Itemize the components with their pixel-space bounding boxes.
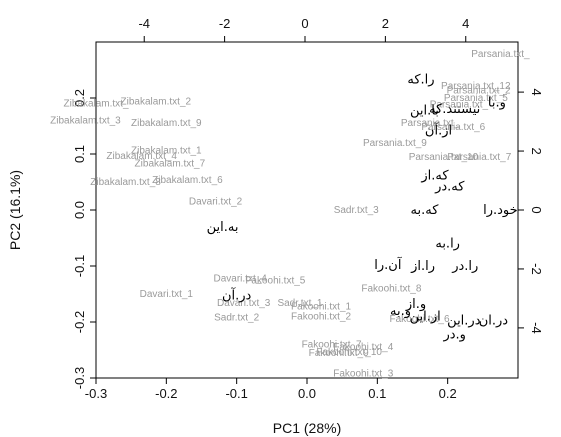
observation-label: Fakoohi.txt_9	[309, 348, 369, 359]
variable-label: را.به	[435, 237, 460, 252]
top-tick-label: 2	[382, 16, 389, 31]
variable-label: در.این	[447, 313, 481, 328]
x-tick-label: 0.2	[439, 386, 457, 401]
y-tick-label: -0.2	[72, 311, 87, 333]
observation-label: Fakoohi.txt_10	[316, 347, 382, 358]
observation-label: Zibakalam.txt_	[63, 99, 128, 110]
variable-label: از.این	[410, 309, 441, 324]
observation-label: Zibakalam.txt_2	[120, 96, 191, 107]
observation-label: Parsania.txt_	[430, 100, 489, 111]
variable-label: نیستند.که	[429, 102, 480, 117]
variable-label: که.در	[434, 179, 465, 194]
variable-label: و.به	[390, 304, 411, 319]
y-tick-label: 0.2	[72, 89, 87, 107]
variable-label: به.این	[207, 220, 239, 235]
observation-label: Davari.txt_4	[214, 273, 268, 284]
variable-label: در.ان	[479, 313, 509, 328]
observation-label: Parsania.txt_12	[441, 81, 511, 92]
observation-label: Fakoohi.txt_7	[302, 339, 362, 350]
variable-label: را.که	[407, 73, 434, 88]
x-tick-label: 0.0	[298, 386, 316, 401]
variable-label: را.از	[410, 259, 435, 274]
variable-label: و.در	[442, 327, 465, 342]
observation-label: Davari.txt_2	[189, 197, 243, 208]
observation-label: Zibakalam.txt_9	[131, 118, 202, 129]
right-tick-label: -4	[529, 322, 544, 334]
observation-label: Zibakalam.txt_4	[106, 151, 177, 162]
variable-label: که.از	[420, 168, 449, 183]
bottom-axis: -0.3 -0.2 -0.1 0.0 0.1 0.2	[85, 378, 457, 401]
y-tick-label: -0.3	[72, 367, 87, 389]
observation-label: Fakoohi.txt_3	[333, 369, 393, 380]
observation-label: Parsania.txt_2	[447, 86, 511, 97]
observation-label: Fakoohi.txt_4	[333, 342, 393, 353]
right-axis: -4 -2 0 2 4	[518, 88, 544, 334]
x-axis-title: PC1 (28%)	[273, 420, 341, 436]
top-axis: -4 -2 0 2 4	[138, 16, 469, 42]
left-axis: -0.3 -0.2 -0.1 0.0 0.1 0.2	[72, 89, 96, 389]
observation-label: Sadr.txt_1	[277, 298, 322, 309]
variable-label: را.در	[451, 259, 478, 274]
observation-label: Zibakalam.txt_1	[131, 146, 202, 157]
y-axis-title: PC2 (16.1%)	[7, 170, 23, 250]
observation-label: Fakoohi.txt_5	[245, 276, 305, 287]
observation-label: Parsania.txt_10	[409, 152, 479, 163]
x-tick-label: -0.3	[85, 386, 107, 401]
x-tick-label: -0.2	[155, 386, 177, 401]
variable-label: آن.را	[374, 256, 403, 273]
right-tick-label: 2	[529, 147, 544, 154]
observation-label: Fakoohi.txt_6	[390, 314, 450, 325]
variable-label: از.آن	[425, 121, 452, 138]
observation-label: Parsania.txt_	[471, 49, 530, 60]
observation-labels: Parsania.txt_Parsania.txt_12Parsania.txt…	[50, 49, 530, 380]
top-tick-label: -2	[219, 16, 231, 31]
observation-label: Zibakalam.txt_3	[50, 115, 121, 126]
x-tick-label: -0.1	[225, 386, 247, 401]
y-tick-label: 0.0	[72, 201, 87, 219]
top-tick-label: 4	[462, 16, 469, 31]
variable-label: در.آن	[222, 287, 252, 304]
observation-label: Davari.txt_3	[217, 298, 271, 309]
variable-label: که.به	[411, 203, 440, 218]
variable-label: خود.را	[483, 203, 518, 218]
observation-label: Parsania.txt_9	[363, 138, 427, 149]
observation-label: Sadr.txt_2	[214, 313, 259, 324]
observation-label: Davari.txt_1	[140, 289, 194, 300]
observation-label: Zibakalam.txt_6	[152, 175, 223, 186]
right-tick-label: 4	[529, 88, 544, 95]
top-tick-label: -4	[138, 16, 150, 31]
observation-label: Fakoohi.txt_8	[361, 283, 421, 294]
right-tick-label: 0	[529, 206, 544, 213]
top-tick-label: 0	[301, 16, 308, 31]
observation-label: Sadr.txt_3	[334, 205, 379, 216]
variable-label: با.این	[410, 103, 439, 118]
observation-label: Zibakalam.txt_7	[135, 159, 206, 170]
variable-label: و.از	[405, 297, 426, 312]
observation-label: Parsania.txt_6	[421, 122, 485, 133]
observation-label: Parsania.txt_5	[444, 93, 508, 104]
right-tick-label: -2	[529, 263, 544, 275]
observation-label: Zibakalam.txt_8	[90, 177, 161, 188]
variable-label: و.با	[488, 95, 506, 110]
observation-label: Parsania.txt_	[401, 118, 460, 129]
x-tick-label: 0.1	[368, 386, 386, 401]
observation-label: Parsania.txt_7	[447, 152, 511, 163]
y-tick-label: -0.1	[72, 255, 87, 277]
y-tick-label: 0.1	[72, 145, 87, 163]
observation-label: Fakoohi.txt_1	[291, 301, 351, 312]
observation-label: Fakoohi.txt_2	[291, 311, 351, 322]
